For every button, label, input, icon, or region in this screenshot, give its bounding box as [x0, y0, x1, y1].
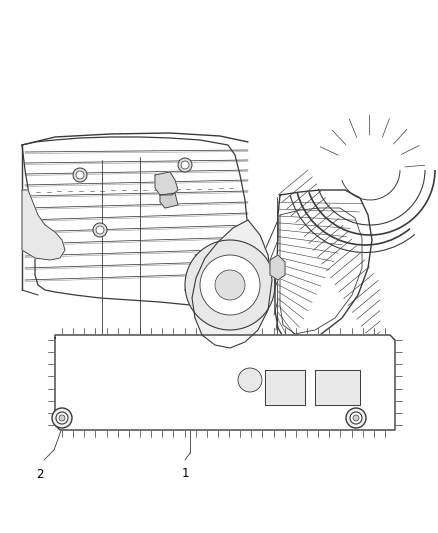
Polygon shape — [155, 172, 178, 195]
Polygon shape — [270, 255, 285, 280]
Circle shape — [181, 161, 189, 169]
Circle shape — [96, 226, 104, 234]
Circle shape — [56, 412, 68, 424]
Circle shape — [200, 255, 260, 315]
Circle shape — [346, 408, 366, 428]
Circle shape — [93, 223, 107, 237]
Polygon shape — [315, 370, 360, 405]
Circle shape — [73, 168, 87, 182]
Polygon shape — [22, 137, 250, 308]
Circle shape — [59, 415, 65, 421]
Polygon shape — [55, 335, 395, 430]
Polygon shape — [275, 190, 372, 342]
Circle shape — [178, 158, 192, 172]
Polygon shape — [160, 193, 178, 208]
Text: 1: 1 — [181, 467, 189, 480]
Text: 2: 2 — [36, 468, 44, 481]
Circle shape — [353, 415, 359, 421]
Circle shape — [350, 412, 362, 424]
Circle shape — [52, 408, 72, 428]
Circle shape — [76, 171, 84, 179]
Polygon shape — [265, 370, 305, 405]
Polygon shape — [22, 190, 65, 260]
Circle shape — [215, 270, 245, 300]
Circle shape — [185, 240, 275, 330]
Circle shape — [238, 368, 262, 392]
Polygon shape — [192, 220, 272, 348]
